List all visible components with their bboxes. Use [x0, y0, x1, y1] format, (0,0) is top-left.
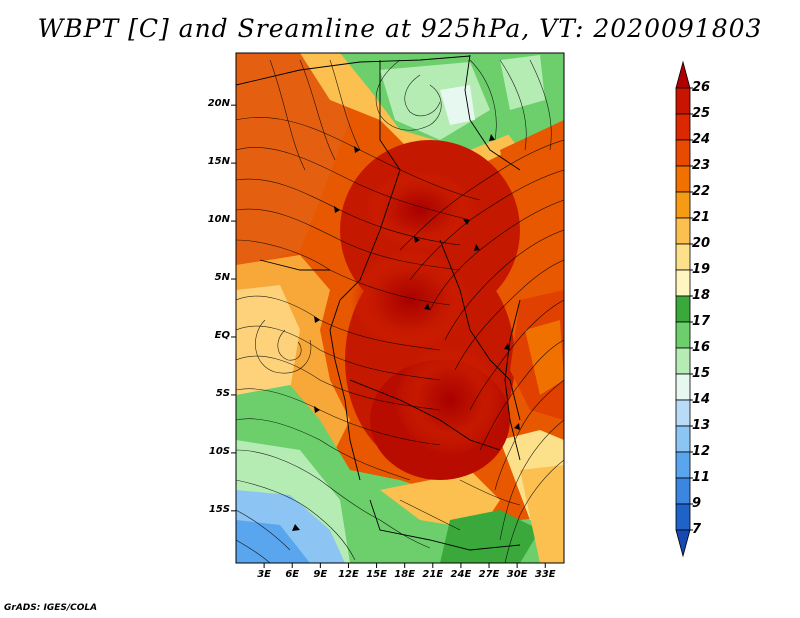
lat-label-EQ: EQ: [214, 329, 230, 341]
lon-label-6E: 6E: [285, 569, 300, 580]
colorbar-label-13: 13: [692, 418, 711, 433]
lon-label-21E: 21E: [422, 569, 444, 580]
lon-label-24E: 24E: [450, 569, 472, 580]
lat-label-10S: 10S: [208, 445, 230, 457]
colorbar-label-15: 15: [692, 366, 711, 381]
colorbar-bottom-arrow: [675, 529, 691, 558]
colorbar-label-24: 24: [692, 132, 711, 147]
colorbar-label-11: 11: [692, 470, 711, 485]
colorbar-label-19: 19: [692, 262, 711, 277]
colorbar-swatch: [675, 269, 691, 297]
colorbar-swatch: [675, 425, 691, 453]
colorbar-swatch: [675, 451, 691, 479]
colorbar-label-16: 16: [692, 340, 711, 355]
colorbar-label-23: 23: [692, 158, 711, 173]
colorbar-swatch: [675, 477, 691, 505]
lat-label-15S: 15S: [208, 503, 230, 515]
colorbar-label-12: 12: [692, 444, 711, 459]
colorbar-swatch: [675, 217, 691, 245]
lon-label-30E: 30E: [506, 569, 528, 580]
lon-label-33E: 33E: [534, 569, 556, 580]
colorbar-label-26: 26: [692, 80, 711, 95]
colorbar-swatch: [675, 321, 691, 349]
lat-label-5N: 5N: [214, 272, 230, 284]
colorbar-swatch: [675, 347, 691, 375]
colorbar-label-22: 22: [692, 184, 711, 199]
colorbar-swatch: [675, 243, 691, 271]
axis-ticks: [231, 104, 546, 568]
colorbar-label-18: 18: [692, 288, 711, 303]
colorbar-label-20: 20: [692, 236, 711, 251]
lat-label-10N: 10N: [207, 214, 230, 226]
colorbar: [675, 60, 693, 558]
colorbar-label-9: 9: [692, 496, 702, 511]
colorbar-top-arrow: [675, 60, 691, 89]
lon-label-18E: 18E: [394, 569, 416, 580]
map-title: WBPT [C] and Sreamline at 925hPa, VT: 20…: [37, 14, 763, 43]
lat-label-20N: 20N: [207, 98, 230, 110]
colorbar-label-7: 7: [692, 522, 702, 537]
lon-label-9E: 9E: [313, 569, 328, 580]
colorbar-label-25: 25: [692, 106, 711, 121]
lon-label-27E: 27E: [478, 569, 500, 580]
colorbar-swatch: [675, 191, 691, 219]
lon-label-3E: 3E: [257, 569, 271, 580]
colorbar-swatch: [675, 373, 691, 401]
colorbar-swatch: [675, 87, 691, 115]
colorbar-swatch: [675, 139, 691, 167]
colorbar-swatch: [675, 399, 691, 427]
lon-label-12E: 12E: [338, 569, 359, 580]
credit-text: GrADS: IGES/COLA: [4, 603, 98, 613]
colorbar-swatch: [675, 295, 691, 323]
lat-label-5S: 5S: [215, 387, 230, 399]
colorbar-swatch: [675, 503, 691, 531]
lon-label-15E: 15E: [366, 569, 387, 580]
colorbar-swatch: [675, 165, 691, 193]
colorbar-label-21: 21: [692, 210, 711, 225]
colorbar-swatch: [675, 113, 691, 141]
map-field: [236, 53, 564, 563]
colorbar-label-17: 17: [692, 314, 711, 329]
lat-label-15N: 15N: [207, 156, 230, 168]
colorbar-label-14: 14: [692, 392, 711, 407]
